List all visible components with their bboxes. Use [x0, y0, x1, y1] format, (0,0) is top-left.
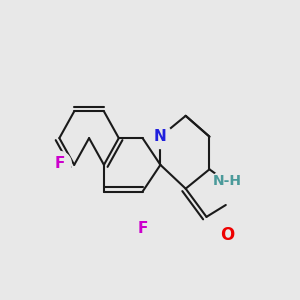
Text: N: N [154, 129, 167, 144]
Circle shape [148, 125, 172, 148]
Text: O: O [220, 226, 234, 244]
Text: F: F [54, 156, 64, 171]
Text: F: F [137, 221, 148, 236]
Ellipse shape [211, 171, 244, 192]
Circle shape [47, 152, 71, 175]
Text: N-H: N-H [213, 174, 242, 188]
Circle shape [131, 217, 154, 241]
Circle shape [215, 223, 239, 247]
